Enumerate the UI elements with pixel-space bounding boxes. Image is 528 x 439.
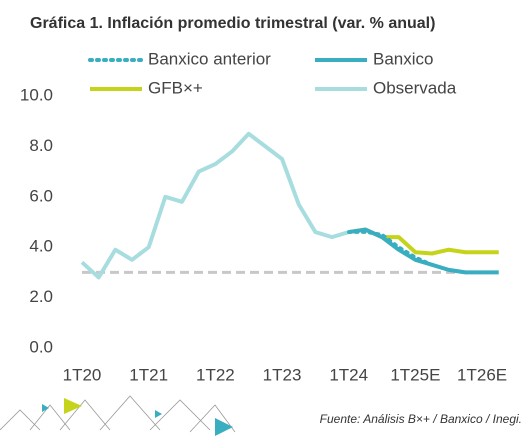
- decoration: [0, 395, 236, 436]
- y-tick-label: 0.0: [29, 337, 53, 356]
- y-tick-label: 6.0: [29, 186, 53, 205]
- series-line: [346, 230, 501, 275]
- x-tick-label: 1T21: [129, 365, 168, 384]
- y-tick-label: 4.0: [29, 237, 53, 256]
- x-tick-label: 1T25E: [390, 365, 440, 384]
- x-tick-label: 1T20: [63, 365, 102, 384]
- x-tick-label: 1T24: [329, 365, 368, 384]
- legend-label: GFB×+: [148, 78, 203, 97]
- x-tick-label: 1T23: [263, 365, 302, 384]
- x-tick-label: 1T26E: [457, 365, 507, 384]
- legend-label: Banxico: [373, 49, 433, 68]
- y-tick-label: 10.0: [20, 85, 53, 104]
- y-tick-label: 8.0: [29, 136, 53, 155]
- source: Fuente: Análisis B×+ / Banxico / Inegi.: [320, 412, 522, 426]
- chart-title: Gráfica 1. Inflación promedio trimestral…: [30, 15, 435, 32]
- legend-label: Banxico anterior: [148, 49, 271, 68]
- y-tick-label: 2.0: [29, 287, 53, 306]
- series-line: [80, 131, 366, 280]
- legend-label: Observada: [373, 78, 457, 97]
- x-tick-label: 1T22: [196, 365, 235, 384]
